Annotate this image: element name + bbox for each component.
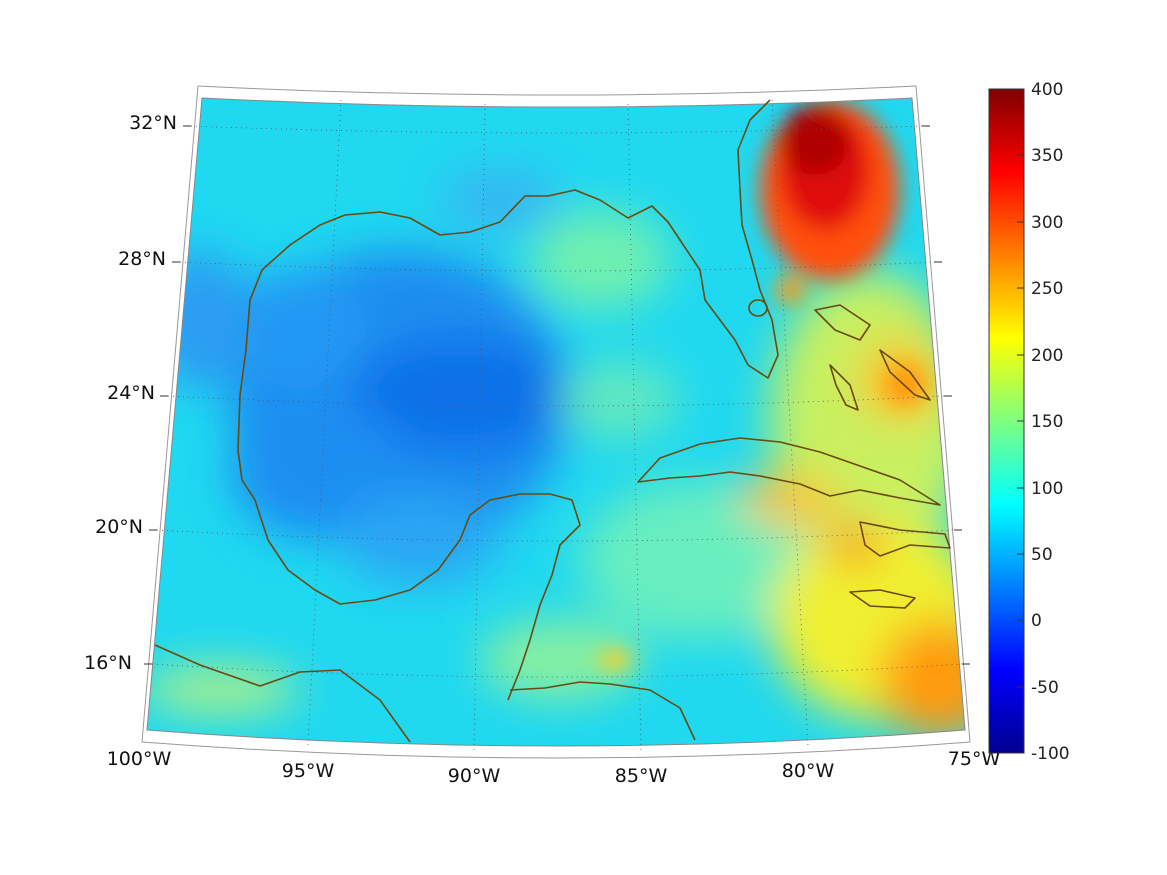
colorbar-label-neg50: -50 (1031, 678, 1059, 698)
us-gulf-coast (237, 99, 779, 451)
colorbar-label-neg100: -100 (1031, 744, 1070, 764)
lat-label-20n: 20°N (95, 516, 143, 538)
data-field (147, 98, 965, 746)
lon-label-95w: 95°W (282, 760, 335, 782)
lat-label-28n: 28°N (118, 248, 166, 270)
lon-label-90w: 90°W (448, 765, 501, 787)
jamaica-coast (849, 589, 916, 609)
colorbar-label-350: 350 (1031, 146, 1063, 166)
colorbar-label-250: 250 (1031, 279, 1063, 299)
colorbar-label-150: 150 (1031, 412, 1063, 432)
colorbar-label-50: 50 (1031, 545, 1053, 565)
hispaniola-coast (859, 521, 951, 557)
lon-label-80w: 80°W (782, 760, 835, 782)
lat-label-32n: 32°N (129, 112, 177, 134)
colorbar-label-0: 0 (1031, 611, 1042, 631)
central-america-coast (154, 644, 411, 743)
map-frame (146, 97, 966, 747)
graticule (151, 99, 963, 753)
lon-label-75w: 75°W (948, 748, 1001, 770)
coastlines (154, 99, 951, 743)
cuba-coast (637, 437, 941, 506)
colorbar-label-200: 200 (1031, 346, 1063, 366)
colorbar-label-400: 400 (1031, 80, 1063, 100)
mexico-gulf-coast (237, 449, 581, 701)
lat-label-16n: 16°N (84, 652, 132, 674)
lon-label-100w: 100°W (107, 748, 172, 770)
bahamas (814, 304, 871, 341)
lat-label-24n: 24°N (107, 382, 155, 404)
lon-label-85w: 85°W (615, 765, 668, 787)
colorbar-label-300: 300 (1031, 213, 1063, 233)
colorbar-label-100: 100 (1031, 479, 1063, 499)
